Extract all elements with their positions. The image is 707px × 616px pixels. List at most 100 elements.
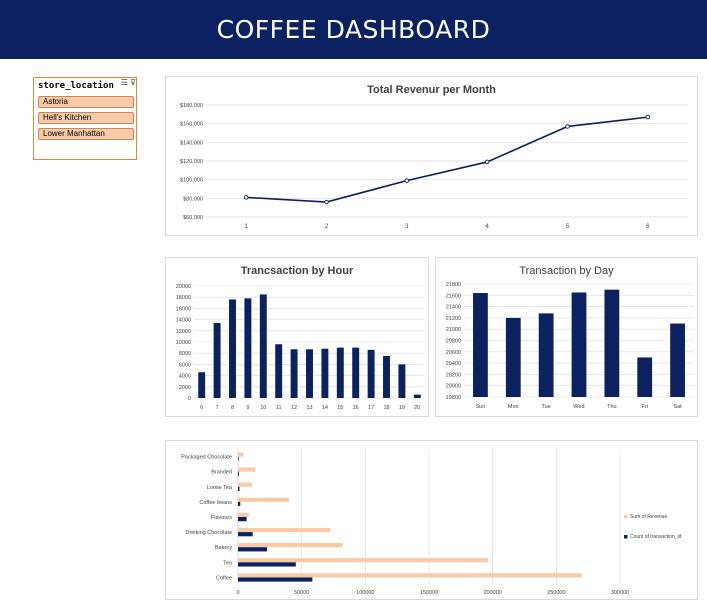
multi-select-icon[interactable]: ☰ <box>120 78 128 87</box>
x-tick-label: 17 <box>368 405 374 411</box>
revenue-chart-panel: Total Revenur per Month $60,000 $80,000 $1… <box>165 76 698 236</box>
y-tick-label: $120,000 <box>180 159 203 165</box>
x-tick-label: Tue <box>542 404 551 410</box>
bar-transactions <box>238 547 268 552</box>
y-tick-label: Loose Tea <box>207 485 233 491</box>
x-tick-label: 6 <box>200 405 203 411</box>
slicer-title: store_location <box>38 81 114 91</box>
slicer-item-hells-kitchen[interactable]: Hell's Kitchen <box>38 112 134 124</box>
data-point <box>565 124 570 129</box>
bar <box>413 394 421 398</box>
bar <box>398 364 406 398</box>
bar <box>244 298 252 398</box>
legend-label: Sum of Revenue <box>630 514 667 520</box>
revenue-line-chart: $60,000 $80,000 $100,000 $120,000 $140,000 $1… <box>180 103 688 230</box>
x-tick-label: 150000 <box>420 590 438 596</box>
y-tick-label: 6000 <box>179 362 191 368</box>
y-tick-label: 18000 <box>176 295 191 301</box>
bar <box>473 293 488 397</box>
x-tick-label: 3 <box>405 224 409 230</box>
x-tick-label: Fri <box>642 404 648 410</box>
bar <box>306 349 313 398</box>
slicer-item-lower-manhattan[interactable]: Lower Manhattan <box>38 128 134 140</box>
page-title: COFFEE DASHBOARD <box>216 15 491 44</box>
bar-revenue <box>238 543 343 548</box>
x-tick-label: 4 <box>485 224 489 230</box>
y-tick-label: Flavours <box>211 515 232 521</box>
y-tick-label: 21400 <box>446 305 461 311</box>
data-point <box>484 159 490 165</box>
bar <box>198 372 206 398</box>
x-tick-label: Sun <box>476 404 486 410</box>
y-tick-label: Tea <box>223 560 233 566</box>
bar <box>229 299 236 398</box>
y-tick-label: 19800 <box>446 395 461 401</box>
bar <box>383 356 390 398</box>
x-tick-label: 50000 <box>294 590 309 596</box>
category-chart-panel: 0 50000 100000 150000 200000 250000 300000 Coff… <box>165 440 698 600</box>
y-tick-label: 14000 <box>176 318 191 324</box>
bar <box>670 323 685 397</box>
y-tick-label: 21800 <box>446 282 461 288</box>
x-tick-label: Sat <box>673 404 682 410</box>
x-tick-label: 6 <box>646 224 650 230</box>
bar-revenue <box>238 467 256 472</box>
y-tick-label: 21600 <box>446 293 461 299</box>
data-point <box>324 199 329 205</box>
store-location-slicer[interactable]: store_location ☰ ⊽ Astoria Hell's Kitche… <box>33 77 137 160</box>
revenue-chart-title: Total Revenur per Month <box>367 84 496 96</box>
bar <box>538 313 554 397</box>
x-tick-label: 15 <box>337 405 343 411</box>
x-tick-label: 13 <box>306 405 312 411</box>
slicer-toolbar: ☰ ⊽ <box>121 78 136 87</box>
bar <box>213 322 221 398</box>
data-point <box>243 195 249 200</box>
clear-filter-icon[interactable]: ⊽ <box>130 78 136 87</box>
x-tick-label: Thu <box>607 404 616 410</box>
bar-transactions <box>238 577 313 582</box>
y-tick-label: Drinking Chocolate <box>186 530 232 536</box>
y-tick-label: 2000 <box>179 385 191 391</box>
bar <box>604 289 620 397</box>
legend-label: Count of transaction_id <box>630 534 682 540</box>
y-tick-label: Packaged Chocolate <box>181 455 232 461</box>
y-tick-label: 4000 <box>179 374 191 380</box>
y-tick-label: 20000 <box>446 384 461 390</box>
bar-transactions <box>238 486 240 491</box>
y-tick-label: 20200 <box>446 372 461 378</box>
x-tick-label: 100000 <box>356 590 374 596</box>
y-tick-label: 21000 <box>446 327 461 333</box>
y-tick-label: $160,000 <box>180 122 203 128</box>
y-tick-label: Branded <box>211 470 232 476</box>
x-tick-label: 0 <box>236 590 239 596</box>
legend-swatch <box>624 535 628 539</box>
data-point <box>404 178 410 183</box>
x-tick-label: Mon <box>508 404 519 410</box>
dashboard-header: COFFEE DASHBOARD <box>0 0 707 59</box>
bar <box>505 317 521 397</box>
hour-bar-chart: 0 2000 4000 6000 8000 10000 12000 14000 16000 180… <box>176 284 425 411</box>
y-tick-label: Coffee <box>216 575 232 581</box>
y-tick-label: $140,000 <box>180 140 203 146</box>
bar <box>367 349 375 398</box>
bar <box>321 348 329 398</box>
x-tick-label: 7 <box>216 405 219 411</box>
bar <box>336 347 344 398</box>
y-tick-label: 8000 <box>179 351 191 357</box>
y-tick-label: 20600 <box>446 350 461 356</box>
y-tick-label: 10000 <box>176 340 191 346</box>
bar <box>571 292 587 397</box>
slicer-item-astoria[interactable]: Astoria <box>38 96 134 108</box>
y-tick-label: $180,000 <box>180 103 203 109</box>
day-chart-title: Transaction by Day <box>519 265 614 277</box>
bar-transactions <box>238 501 241 507</box>
x-tick-label: 200000 <box>483 590 501 596</box>
bar-transactions <box>238 532 253 537</box>
bar-revenue <box>238 573 582 578</box>
bar <box>352 347 360 398</box>
bar-revenue <box>238 512 249 517</box>
y-tick-label: Bakery <box>215 545 232 551</box>
bar <box>275 344 283 398</box>
bar <box>637 357 653 397</box>
bar <box>259 294 267 398</box>
